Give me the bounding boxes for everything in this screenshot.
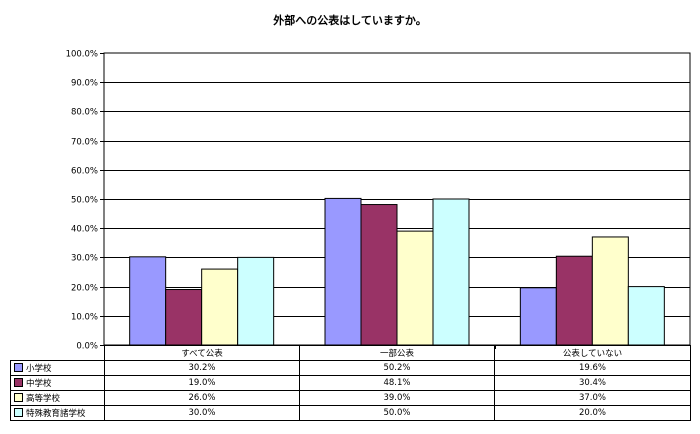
table-header-row: すべて公表 一部公表 公表していない: [10, 345, 691, 361]
data-label: 50.2%: [299, 360, 495, 376]
y-tick-label: 20.0%: [71, 284, 98, 294]
bar-3-2: [396, 230, 434, 346]
series-name: 中学校: [26, 379, 52, 389]
data-label: 20.0%: [494, 405, 691, 421]
data-label: 30.0%: [104, 405, 300, 421]
legend-swatch: [14, 393, 23, 402]
legend-swatch: [14, 408, 23, 417]
legend-entry: 中学校: [10, 375, 105, 391]
bar-4-3: [627, 286, 665, 346]
bar-2-1: [165, 289, 203, 346]
y-tick-label: 90.0%: [71, 79, 98, 89]
data-label: 30.2%: [104, 360, 300, 376]
data-label: 50.0%: [299, 405, 495, 421]
bar-2-2: [360, 204, 398, 346]
series-name: 小学校: [26, 364, 52, 374]
data-label: 39.0%: [299, 390, 495, 406]
data-table: すべて公表 一部公表 公表していない小学校 30.2% 50.2% 19.6% 中学校 19.…: [10, 345, 691, 421]
legend-swatch: [14, 378, 23, 387]
legend-swatch: [14, 363, 23, 372]
bar-4-1: [237, 256, 275, 346]
x-category-label: すべて公表: [104, 345, 300, 361]
table-corner: [10, 345, 105, 361]
legend-entry: 小学校: [10, 360, 105, 376]
chart-title: 外部への公表はしていますか。: [273, 14, 427, 27]
y-tick-label: 60.0%: [71, 167, 98, 177]
legend-entry: 高等学校: [10, 390, 105, 406]
bar-4-2: [432, 198, 470, 346]
bar-1-1: [129, 256, 167, 346]
data-label: 19.0%: [104, 375, 300, 391]
y-tick-label: 100.0%: [66, 50, 98, 60]
table-row: 小学校 30.2% 50.2% 19.6%: [10, 360, 691, 376]
table-row: 特殊教育諸学校 30.0% 50.0% 20.0%: [10, 405, 691, 421]
series-name: 特殊教育諸学校: [26, 409, 86, 419]
data-label: 37.0%: [494, 390, 691, 406]
y-tick-label: 70.0%: [71, 138, 98, 148]
data-label: 48.1%: [299, 375, 495, 391]
y-tick-label: 80.0%: [71, 108, 98, 118]
bar-3-1: [201, 268, 239, 346]
x-category-label: 公表していない: [494, 345, 691, 361]
bar-1-2: [324, 197, 362, 346]
data-label: 19.6%: [494, 360, 691, 376]
series-name: 高等学校: [26, 394, 61, 404]
table-row: 中学校 19.0% 48.1% 30.4%: [10, 375, 691, 391]
table-row: 高等学校 26.0% 39.0% 37.0%: [10, 390, 691, 406]
y-tick-label: 30.0%: [71, 254, 98, 264]
data-label: 30.4%: [494, 375, 691, 391]
bar-1-3: [519, 287, 557, 346]
bar-2-3: [555, 255, 593, 346]
y-tick-label: 40.0%: [71, 225, 98, 235]
bar-3-3: [591, 236, 629, 346]
y-tick-label: 10.0%: [71, 313, 98, 323]
data-label: 26.0%: [104, 390, 300, 406]
x-category-label: 一部公表: [299, 345, 495, 361]
legend-entry: 特殊教育諸学校: [10, 405, 105, 421]
y-tick-label: 50.0%: [71, 196, 98, 206]
